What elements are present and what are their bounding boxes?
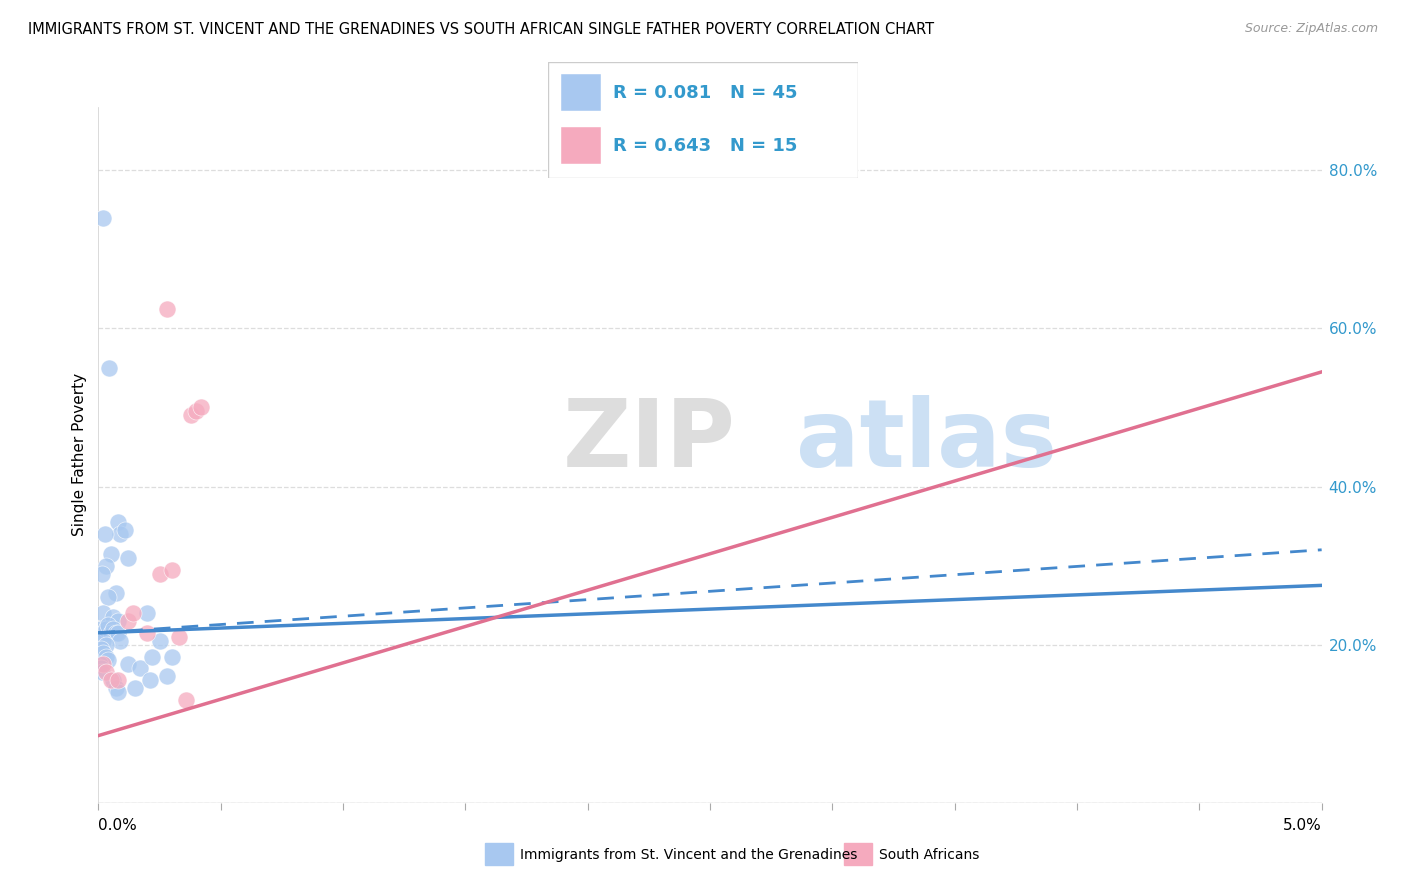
Point: [91, 606, 114, 620]
Point: [121, 606, 143, 620]
Point: [100, 673, 122, 688]
Point: [156, 669, 179, 683]
Point: [94, 649, 117, 664]
Text: Immigrants from St. Vincent and the Grenadines: Immigrants from St. Vincent and the Gren…: [520, 847, 858, 862]
Point: [156, 301, 179, 316]
Point: [141, 649, 163, 664]
Text: 0.0%: 0.0%: [98, 818, 138, 832]
Point: [110, 527, 132, 541]
Point: [89, 657, 111, 672]
Point: [107, 515, 129, 529]
Point: [90, 622, 112, 636]
Point: [91, 211, 114, 225]
Point: [91, 646, 114, 660]
Point: [100, 547, 122, 561]
Point: [107, 614, 129, 628]
Point: [100, 625, 122, 640]
Point: [167, 630, 190, 644]
Point: [98, 360, 121, 375]
Point: [117, 657, 139, 672]
FancyBboxPatch shape: [561, 128, 600, 164]
Point: [107, 673, 129, 688]
Point: [101, 622, 124, 636]
Point: [129, 661, 152, 675]
Point: [160, 563, 183, 577]
Point: [149, 633, 172, 648]
Point: [104, 586, 127, 600]
FancyBboxPatch shape: [561, 74, 600, 112]
Point: [94, 638, 117, 652]
Point: [101, 673, 124, 688]
Point: [180, 409, 202, 423]
Point: [104, 625, 127, 640]
Point: [97, 591, 120, 605]
FancyBboxPatch shape: [548, 62, 858, 178]
Point: [93, 527, 115, 541]
Point: [124, 681, 146, 695]
Point: [107, 625, 129, 640]
Point: [139, 673, 162, 688]
Point: [110, 633, 132, 648]
Y-axis label: Single Father Poverty: Single Father Poverty: [72, 374, 87, 536]
Point: [91, 657, 114, 672]
Point: [117, 550, 139, 565]
Point: [190, 401, 212, 415]
Point: [91, 665, 114, 680]
Text: R = 0.081   N = 45: R = 0.081 N = 45: [613, 84, 797, 102]
Point: [91, 625, 114, 640]
Point: [101, 610, 124, 624]
Point: [114, 523, 136, 537]
Point: [176, 693, 198, 707]
Point: [186, 404, 208, 418]
Point: [117, 614, 139, 628]
Point: [160, 649, 183, 664]
Point: [91, 566, 114, 581]
Point: [94, 665, 117, 680]
Point: [97, 618, 120, 632]
Text: R = 0.643   N = 15: R = 0.643 N = 15: [613, 137, 797, 155]
Point: [136, 625, 159, 640]
Point: [107, 685, 129, 699]
Point: [94, 622, 117, 636]
Text: atlas: atlas: [796, 395, 1057, 487]
Text: ZIP: ZIP: [564, 395, 737, 487]
Point: [136, 606, 159, 620]
Text: 5.0%: 5.0%: [1282, 818, 1322, 832]
Point: [104, 681, 127, 695]
Point: [149, 566, 172, 581]
Point: [97, 653, 120, 667]
Point: [90, 641, 112, 656]
Point: [94, 558, 117, 573]
Point: [91, 633, 114, 648]
Text: Source: ZipAtlas.com: Source: ZipAtlas.com: [1244, 22, 1378, 36]
Text: South Africans: South Africans: [879, 847, 979, 862]
Point: [90, 661, 112, 675]
Text: IMMIGRANTS FROM ST. VINCENT AND THE GRENADINES VS SOUTH AFRICAN SINGLE FATHER PO: IMMIGRANTS FROM ST. VINCENT AND THE GREN…: [28, 22, 934, 37]
